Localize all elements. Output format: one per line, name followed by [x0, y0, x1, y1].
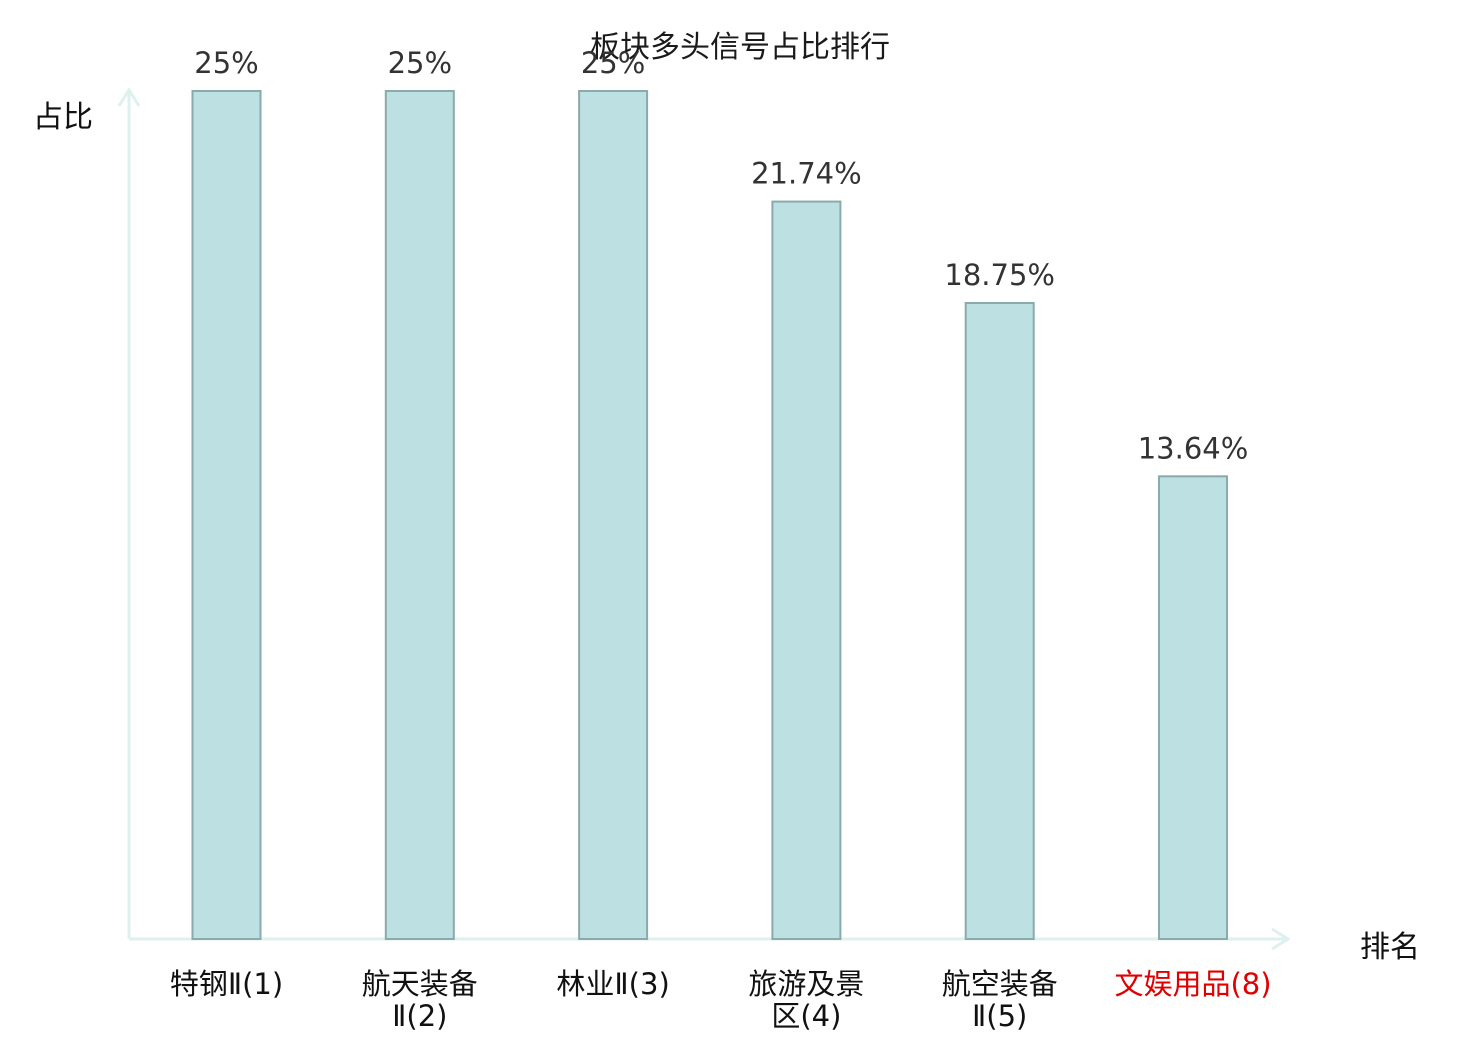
y-axis-arrow	[117, 87, 141, 107]
bar	[771, 200, 842, 940]
data-label: 21.74%	[751, 157, 862, 191]
x-tick-label: 航空装备	[942, 967, 1058, 1001]
bar	[384, 90, 455, 940]
data-label: 18.75%	[944, 258, 1055, 292]
bar	[964, 302, 1035, 940]
x-tick-label: Ⅱ(5)	[972, 999, 1027, 1033]
data-label: 13.64%	[1138, 431, 1249, 465]
x-tick-label: 区(4)	[771, 999, 841, 1033]
bar	[578, 90, 649, 940]
y-axis-label: 占比	[33, 100, 93, 135]
x-tick-label: Ⅱ(2)	[392, 999, 447, 1033]
data-label: 25%	[581, 46, 645, 80]
data-label: 25%	[388, 46, 452, 80]
bar	[191, 90, 262, 940]
x-axis-arrow	[1271, 927, 1291, 951]
x-tick-label: 特钢Ⅱ(1)	[170, 967, 283, 1001]
x-tick-label: 航天装备	[362, 967, 478, 1001]
x-tick-label: 旅游及景	[748, 967, 864, 1001]
data-label: 25%	[194, 46, 258, 80]
bar	[1158, 475, 1228, 940]
x-tick-label: 林业Ⅱ(3)	[556, 967, 669, 1001]
x-tick-label: 文娱用品(8)	[1114, 967, 1271, 1001]
x-axis-label: 排名	[1360, 930, 1420, 965]
